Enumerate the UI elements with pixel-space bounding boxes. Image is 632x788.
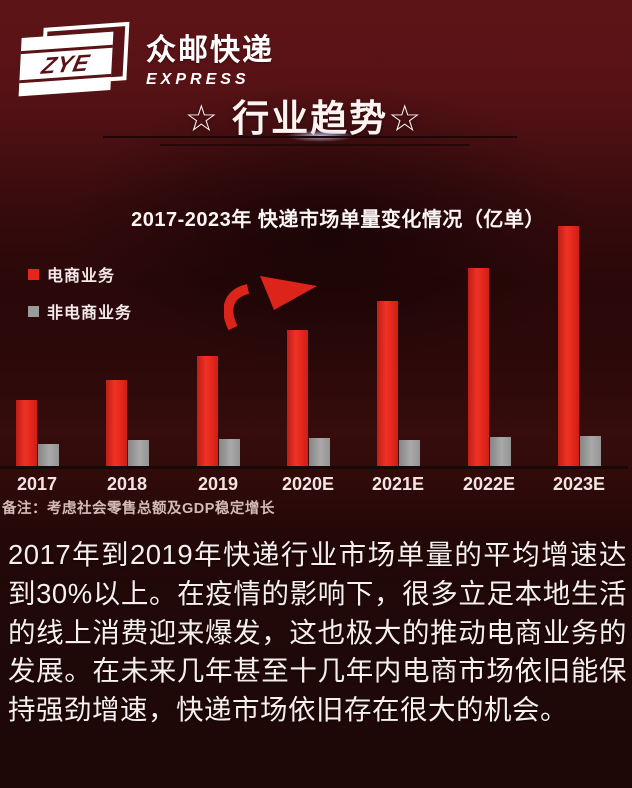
- bar-ecommerce-2018: [106, 380, 127, 466]
- brand-logo: ZYE 众邮快递 EXPRESS: [18, 21, 274, 97]
- chart-footnote: 备注：考虑社会零售总额及GDP稳定增长: [2, 501, 275, 517]
- x-axis-label-2021E: 2021E: [371, 474, 425, 494]
- bar-ecommerce-2021E: [377, 301, 398, 466]
- bar-non-ecommerce-2017: [38, 444, 59, 466]
- chart-title: 2017-2023年 快递市场单量变化情况（亿单）: [131, 209, 545, 231]
- legend-swatch-red: [28, 268, 39, 280]
- legend-swatch-gray: [28, 305, 39, 317]
- bar-non-ecommerce-2023E: [580, 436, 601, 466]
- bar-non-ecommerce-2021E: [399, 440, 420, 466]
- bar-ecommerce-2019: [197, 356, 218, 466]
- chart-legend: 电商业务 非电商业务: [28, 262, 132, 336]
- bar-non-ecommerce-2020E: [309, 438, 330, 466]
- brand-subtitle: EXPRESS: [146, 70, 250, 88]
- bar-non-ecommerce-2018: [128, 440, 149, 466]
- bar-ecommerce-2023E: [558, 226, 579, 466]
- bar-non-ecommerce-2022E: [490, 437, 511, 466]
- divider-line: [103, 136, 517, 138]
- legend-item-non-ecommerce: 非电商业务: [28, 299, 132, 323]
- x-axis-label-2022E: 2022E: [462, 474, 516, 494]
- bar-plot-area: [16, 226, 601, 466]
- divider-line: [160, 144, 470, 146]
- x-axis-label-2017: 2017: [16, 474, 58, 494]
- bar-ecommerce-2022E: [468, 268, 489, 466]
- legend-label: 电商业务: [47, 268, 116, 285]
- bar-non-ecommerce-2019: [219, 439, 240, 466]
- x-axis-label-2019: 2019: [197, 474, 239, 494]
- x-axis-line: [0, 466, 628, 469]
- bar-ecommerce-2017: [16, 400, 37, 466]
- upward-trend-arrow-icon: [224, 276, 317, 331]
- brand-text: 众邮快递 EXPRESS: [146, 25, 274, 89]
- legend-label: 非电商业务: [47, 305, 133, 322]
- x-axis-label-2020E: 2020E: [281, 474, 335, 494]
- brand-name: 众邮快递: [146, 34, 274, 67]
- body-paragraph: 2017年到2019年快递行业市场单量的平均增速达到30%以上。在疫情的影响下，…: [8, 539, 627, 726]
- legend-item-ecommerce: 电商业务: [28, 262, 132, 286]
- x-axis-label-2023E: 2023E: [552, 474, 606, 494]
- x-axis-label-2018: 2018: [106, 474, 148, 494]
- bar-ecommerce-2020E: [287, 330, 308, 466]
